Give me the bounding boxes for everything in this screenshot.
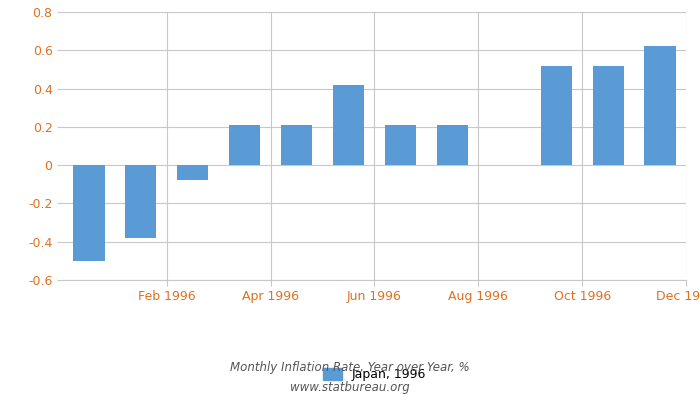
Bar	[645, 46, 676, 165]
Bar	[74, 165, 104, 261]
Text: www.statbureau.org: www.statbureau.org	[290, 382, 410, 394]
Bar	[385, 125, 416, 165]
Text: Monthly Inflation Rate, Year over Year, %: Monthly Inflation Rate, Year over Year, …	[230, 362, 470, 374]
Bar	[125, 165, 156, 238]
Bar	[437, 125, 468, 165]
Bar	[229, 125, 260, 165]
Bar	[281, 125, 312, 165]
Legend: Japan, 1996: Japan, 1996	[318, 363, 431, 386]
Bar	[592, 66, 624, 165]
Bar	[333, 85, 364, 165]
Bar	[177, 165, 209, 180]
Bar	[540, 66, 572, 165]
